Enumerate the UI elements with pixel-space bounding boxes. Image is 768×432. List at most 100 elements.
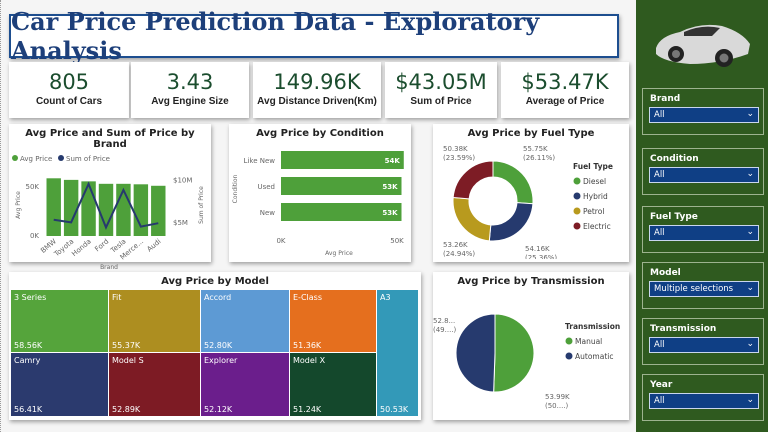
- y-tick: New: [260, 209, 276, 217]
- y-tick: 50K: [26, 183, 40, 191]
- condition-chart[interactable]: Avg Price by Condition Like New 54K Used 53…: [229, 124, 411, 262]
- kpi-value: 3.43: [166, 70, 214, 94]
- chevron-down-icon: ⌄: [746, 169, 754, 179]
- slicer-dropdown[interactable]: All ⌄: [649, 393, 759, 409]
- treemap-tile[interactable]: E-Class 51.36K: [290, 290, 376, 352]
- x-tick: Honda: [70, 237, 93, 258]
- tile-value: 56.41K: [14, 405, 43, 414]
- pie-slice: [455, 313, 496, 393]
- fuel-type-chart[interactable]: Avg Price by Fuel Type 55.75K (26.11%) 54.…: [433, 124, 629, 262]
- data-label: (24.94%): [443, 250, 475, 258]
- bar: [46, 178, 61, 236]
- legend-marker: [573, 177, 581, 185]
- legend-title: Transmission: [565, 322, 620, 331]
- legend-marker: [573, 207, 581, 215]
- slicer-value: All: [654, 170, 665, 180]
- kpi-card: $53.47K Average of Price: [501, 62, 629, 118]
- legend-label: Petrol: [583, 207, 604, 216]
- chart-title: Avg Price by Model: [161, 276, 269, 287]
- tile-value: 58.56K: [14, 341, 43, 350]
- report-canvas: Car Price Prediction Data - Exploratory …: [0, 0, 629, 432]
- slicer-condition: Condition All ⌄: [642, 148, 764, 195]
- treemap-tile[interactable]: Model S 52.89K: [109, 353, 200, 416]
- treemap-tile[interactable]: Accord 52.80K: [201, 290, 289, 352]
- slicer-dropdown[interactable]: All ⌄: [649, 107, 759, 123]
- data-label: 54K: [385, 157, 401, 165]
- slicer-label: Brand: [650, 94, 681, 104]
- slicer-dropdown[interactable]: All ⌄: [649, 167, 759, 183]
- kpi-card: $43.05M Sum of Price: [385, 62, 497, 118]
- data-label: 53K: [382, 209, 398, 217]
- data-label: 52.8...: [433, 317, 455, 325]
- slicer-label: Year: [650, 380, 673, 390]
- tile-value: 52.89K: [112, 405, 141, 414]
- data-label: 53K: [382, 183, 398, 191]
- kpi-label: Avg Engine Size: [151, 96, 229, 107]
- treemap-tile[interactable]: Model X 51.24K: [290, 353, 376, 416]
- legend-label: Sum of Price: [66, 155, 110, 163]
- slicer-transmission: Transmission All ⌄: [642, 318, 764, 365]
- bar: [133, 184, 149, 236]
- slicer-year: Year All ⌄: [642, 374, 764, 421]
- x-tick: 0K: [276, 237, 285, 245]
- car-image: [656, 24, 750, 67]
- slicer-value: All: [654, 228, 665, 238]
- treemap-tile[interactable]: Fit 55.37K: [109, 290, 200, 352]
- model-treemap[interactable]: Avg Price by Model 3 Series 58.56K Camry 56…: [9, 272, 421, 420]
- legend-marker: [12, 155, 18, 161]
- slicer-dropdown[interactable]: Multiple selections ⌄: [649, 281, 759, 297]
- slicer-label: Model: [650, 268, 681, 278]
- data-label: (26.11%): [523, 154, 555, 162]
- y2-tick: $5M: [173, 219, 188, 227]
- legend-label: Automatic: [575, 352, 613, 361]
- kpi-label: Avg Distance Driven(Km): [257, 96, 377, 107]
- x-tick: 50K: [390, 237, 404, 245]
- tile-name: Camry: [14, 356, 41, 365]
- y-tick: Used: [257, 183, 275, 191]
- tile-name: A3: [380, 293, 391, 302]
- bar: [151, 185, 166, 236]
- data-label: (25.36%): [525, 254, 557, 259]
- slicer-model: Model Multiple selections ⌄: [642, 262, 764, 309]
- treemap-tile[interactable]: Explorer 52.12K: [201, 353, 289, 416]
- pie-slice: [488, 202, 534, 242]
- slicer-value: All: [654, 396, 665, 406]
- slicer-brand: Brand All ⌄: [642, 88, 764, 135]
- chevron-down-icon: ⌄: [746, 109, 754, 119]
- brand-chart[interactable]: Avg Price and Sum of Price by Brand Avg …: [9, 124, 211, 271]
- x-tick: Ford: [93, 237, 110, 253]
- bar: [81, 181, 96, 236]
- bar: [98, 183, 114, 236]
- y2-axis-label: Sum of Price: [198, 186, 205, 224]
- kpi-value: 805: [48, 70, 90, 94]
- slicer-value: All: [654, 110, 665, 120]
- kpi-label: Average of Price: [525, 96, 605, 107]
- treemap-tile[interactable]: A3 50.53K: [377, 290, 418, 416]
- chart-title: Avg Price by Fuel Type: [467, 128, 595, 139]
- tile-name: Accord: [204, 293, 232, 302]
- data-label: 50.38K: [443, 145, 468, 153]
- tile-name: Model X: [293, 356, 326, 365]
- legend-label: Electric: [583, 222, 611, 231]
- chart-title: Avg Price and Sum of Price by Brand: [25, 128, 195, 150]
- y-axis-label: Condition: [232, 174, 239, 203]
- treemap-tile[interactable]: Camry 56.41K: [11, 353, 108, 416]
- y-tick: 0K: [30, 232, 39, 240]
- transmission-chart[interactable]: Avg Price by Transmission 53.99K (50....)…: [433, 272, 629, 420]
- treemap-tile[interactable]: 3 Series 58.56K: [11, 290, 108, 352]
- kpi-value: 149.96K: [273, 70, 361, 94]
- kpi-label: Count of Cars: [35, 96, 103, 107]
- slicer-dropdown[interactable]: All ⌄: [649, 337, 759, 353]
- data-label: (23.59%): [443, 154, 475, 162]
- legend-marker: [573, 222, 581, 230]
- filter-panel: Brand All ⌄ Condition All ⌄ Fuel Type All ⌄ Model…: [636, 0, 768, 432]
- y-axis-label: Avg Price: [15, 191, 22, 219]
- tile-value: 50.53K: [380, 405, 409, 414]
- slicer-dropdown[interactable]: All ⌄: [649, 225, 759, 241]
- data-label: (49....): [433, 326, 457, 334]
- tile-name: Explorer: [204, 356, 238, 365]
- bar: [281, 151, 404, 169]
- data-label: 55.75K: [523, 145, 548, 153]
- legend-marker: [573, 192, 581, 200]
- sum-line: [53, 181, 159, 230]
